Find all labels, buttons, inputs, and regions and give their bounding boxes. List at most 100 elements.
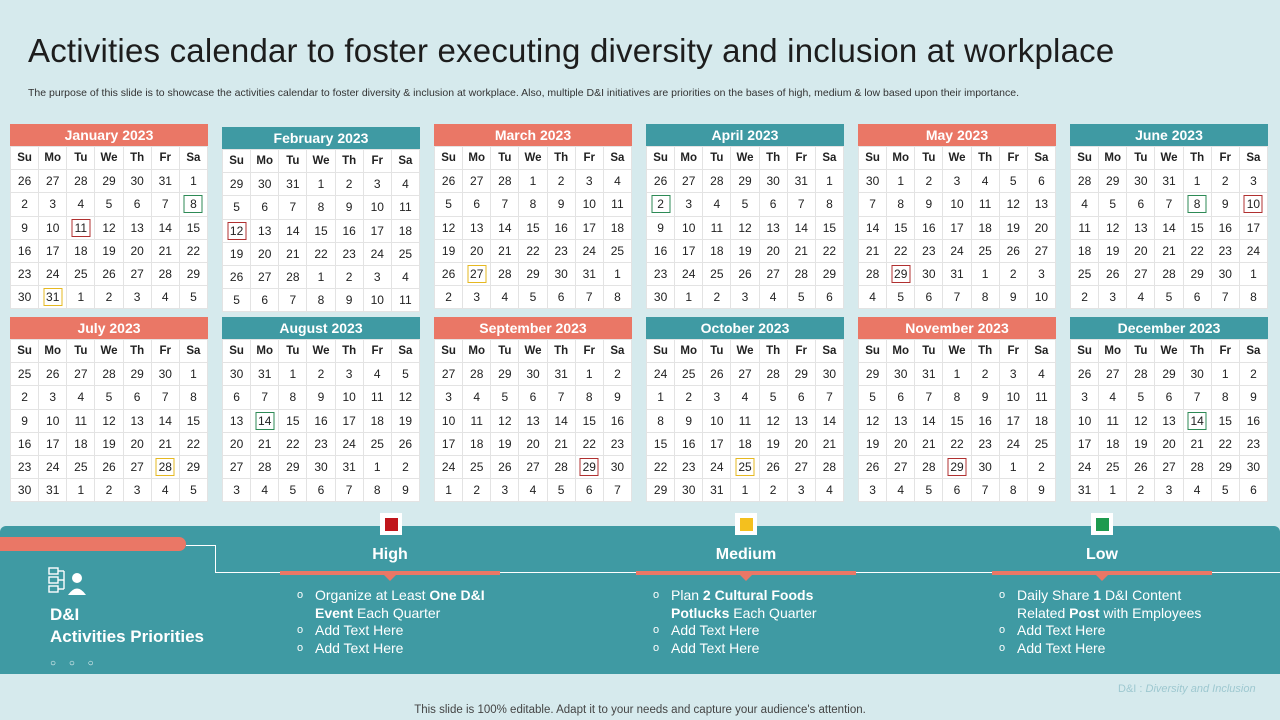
day-cell: 8 [647,409,676,433]
day-cell: 20 [1027,216,1056,240]
day-cell: 5 [491,386,520,410]
day-cell: 4 [815,479,844,503]
day-cell: 31 [335,455,364,480]
weekday-header: Tu [1127,340,1156,364]
day-cell: 26 [647,170,676,194]
weekday-header: Th [759,147,788,171]
day-number: 3 [445,390,452,405]
day-cell: 16 [603,409,632,433]
day-cell: 22 [179,432,208,456]
day-cell: 7 [335,479,364,503]
day-number: 29 [130,367,144,382]
day-number: 29 [950,460,964,475]
day-cell: 1 [363,455,392,480]
weekday-header: We [731,147,760,171]
day-cell: 4 [151,479,180,503]
day-number: 6 [317,483,325,498]
day-cell: 30 [11,286,40,310]
day-number: 18 [74,243,88,258]
weekday-header: Mo [887,147,916,171]
month-grid: Su Mo Tu We Th Fr Sa 25 26 27 28 29 30 1 2 3 4 5 6 7 8 9 10 11 1… [10,339,208,503]
day-cell: 29 [179,455,208,480]
day-cell: 18 [463,432,492,456]
day-number: 19 [1006,220,1020,235]
weekday-header: Sa [815,340,844,364]
day-number: 8 [529,197,537,212]
weekday-header: Tu [279,150,308,174]
day-cell: 1 [279,363,308,387]
day-cell: 17 [363,219,392,243]
priority-mark [227,221,247,240]
day-number: 7 [501,197,509,212]
connector-line [186,545,216,546]
day-cell: 14 [915,409,944,433]
day-cell: 13 [223,409,252,433]
day-cell: 10 [675,216,704,240]
weekday-header: Tu [491,340,520,364]
day-number: 2 [769,483,777,498]
day-number: 1 [981,267,989,282]
day-number: 1 [317,177,325,192]
day-cell: 6 [251,289,280,313]
day-cell: 14 [787,216,816,240]
day-cell: 4 [391,173,420,197]
day-cell: 15 [179,216,208,240]
day-cell: 22 [943,432,972,456]
day-cell: 19 [859,432,888,456]
day-number: 3 [1250,174,1257,189]
day-number: 10 [682,220,696,235]
list-item: Daily Share 1 D&I Content Related Post w… [999,587,1219,622]
month-calendar: April 2023 Su Mo Tu We Th Fr Sa 26 27 28 29 30 31 1 2 3 4… [646,124,844,310]
day-number: 9 [557,197,565,212]
day-number: 28 [74,174,88,189]
day-cell: 31 [943,262,972,287]
day-number: 8 [1009,483,1017,498]
day-number: 4 [741,390,749,405]
day-number: 29 [738,174,752,189]
day-number: 23 [610,436,625,451]
day-cell: 26 [223,265,252,290]
day-cell: 27 [1027,239,1056,263]
day-cell: 4 [67,193,96,217]
day-number: 3 [797,483,805,498]
day-number: 17 [46,243,60,258]
day-cell: 2 [11,193,40,217]
month-calendar: January 2023 Su Mo Tu We Th Fr Sa 26 27 28 29 30 31 1 2… [10,124,208,310]
day-cell: 1 [971,262,1000,287]
weekday-header: Tu [279,340,308,364]
day-number: 7 [981,483,989,498]
weekday-header: We [307,150,336,174]
day-number: 1 [1250,267,1257,282]
day-cell: 11 [603,193,632,217]
day-cell: 20 [123,432,152,456]
day-cell: 18 [1099,432,1128,456]
accent-bar [0,537,186,551]
day-number: 1 [317,270,325,285]
day-cell: 7 [279,196,308,220]
day-number: 8 [897,197,905,212]
day-cell: 13 [1027,193,1056,217]
day-number: 26 [498,460,512,475]
day-number: 3 [1081,390,1088,405]
day-cell: 26 [11,170,40,194]
day-number: 4 [1137,290,1145,305]
day-cell: 30 [123,170,152,194]
day-cell: 8 [179,193,208,217]
day-number: 23 [554,243,568,258]
day-number: 7 [161,197,169,212]
day-number: 7 [797,197,805,212]
day-cell: 12 [731,216,760,240]
day-number: 25 [470,460,484,475]
weekday-header: Sa [603,147,632,171]
day-cell: 7 [575,286,604,310]
footnote-full: Diversity and Inclusion [1145,683,1256,695]
weekday-header: Tu [67,147,96,171]
day-cell: 5 [391,363,420,387]
day-cell: 15 [279,409,308,433]
day-number: 17 [1246,220,1261,235]
day-cell: 19 [1127,432,1156,456]
day-number: 5 [1165,290,1173,305]
team-org-icon [48,567,86,595]
day-number: 8 [373,483,381,498]
day-cell: 1 [179,363,208,387]
